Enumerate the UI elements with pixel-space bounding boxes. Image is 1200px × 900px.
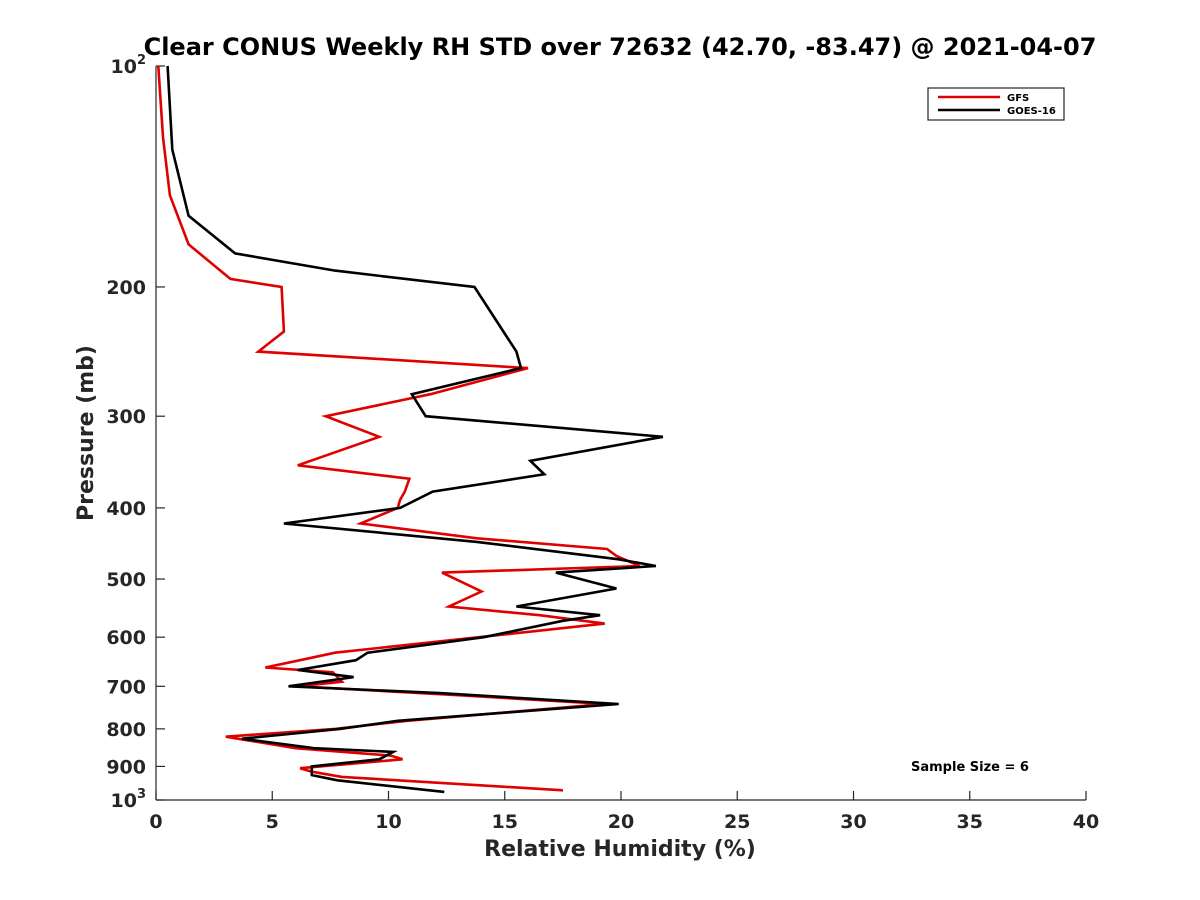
y-tick-label: 500 — [106, 569, 146, 591]
series-layer — [157, 65, 664, 794]
y-tick-label: 102 — [111, 53, 147, 78]
y-tick-exponent: 3 — [137, 787, 146, 802]
y-tick-label: 600 — [106, 627, 146, 649]
y-tick-base: 10 — [111, 790, 137, 812]
x-tick-label: 25 — [724, 811, 750, 833]
sample-size-annotation: Sample Size = 6 — [911, 760, 1029, 775]
y-tick-label: 103 — [111, 787, 147, 812]
x-tick-label: 15 — [492, 811, 518, 833]
x-tick-label: 35 — [957, 811, 983, 833]
y-tick-label: 800 — [106, 719, 146, 741]
axes: 0 5 10 15 20 25 30 35 40102200300400500600700800… — [106, 53, 1099, 833]
y-tick-label: 900 — [106, 756, 146, 778]
y-axis-label: Pressure (mb) — [74, 345, 99, 521]
y-tick-label: 300 — [106, 406, 146, 428]
x-tick-label: 40 — [1073, 811, 1099, 833]
series-line-goes-16 — [166, 65, 664, 794]
x-tick-label: 5 — [266, 811, 279, 833]
y-tick-label: 400 — [106, 498, 146, 520]
x-axis-label: Relative Humidity (%) — [484, 837, 756, 862]
legend-label-gfs: GFS — [1007, 93, 1029, 104]
series-line-gfs — [157, 65, 641, 792]
legend: GFS GOES-16 — [927, 87, 1065, 121]
x-tick-label: 0 — [149, 811, 162, 833]
legend-label-goes-16: GOES-16 — [1007, 106, 1056, 117]
chart-title: Clear CONUS Weekly RH STD over 72632 (42… — [144, 33, 1097, 61]
x-tick-label: 20 — [608, 811, 634, 833]
y-tick-label: 700 — [106, 676, 146, 698]
y-tick-base: 10 — [111, 56, 137, 78]
y-tick-label: 200 — [106, 277, 146, 299]
y-tick-exponent: 2 — [137, 53, 146, 68]
x-tick-label: 10 — [375, 811, 401, 833]
x-tick-label: 30 — [840, 811, 866, 833]
legend-box — [927, 87, 1065, 121]
